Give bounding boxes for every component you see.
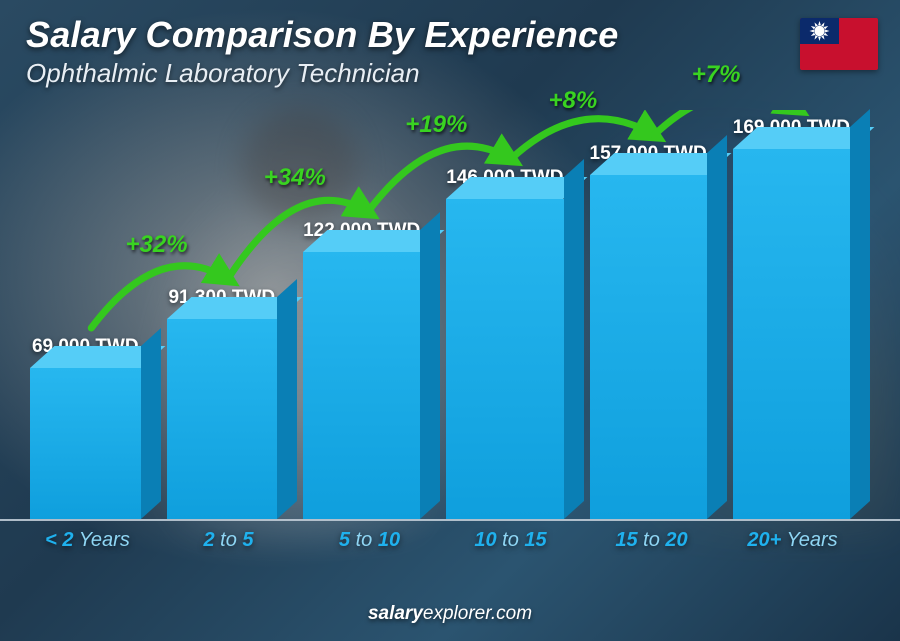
bar-col: 122,000 TWD [303,220,420,519]
bar-3d [167,319,278,519]
footer-brand: salaryexplorer.com [0,603,900,625]
bar-col: 146,000 TWD [446,167,563,519]
bars-container: 69,000 TWD 91,300 TWD 122,000 TWD 146,00… [30,110,850,519]
footer-brand-rest: explorer.com [423,603,532,624]
bar-col: 69,000 TWD [30,336,141,519]
bar-side-face [564,159,584,519]
bar-col: 169,000 TWD [733,117,850,519]
pct-badge: +8% [549,87,598,115]
flag-taiwan [800,18,878,70]
pct-badge: +34% [264,164,326,192]
footer-brand-bold: salary [368,603,423,624]
xlabel: 20+ Years [735,523,850,563]
pct-badge: +32% [126,231,188,259]
bar-side-face [141,328,161,519]
xlabel: < 2 Years [30,523,145,563]
chart-baseline [0,519,900,521]
bar-front-face [303,252,420,519]
salary-chart: 69,000 TWD 91,300 TWD 122,000 TWD 146,00… [30,110,850,563]
bar-front-face [590,175,707,519]
pct-badge: +19% [405,111,467,139]
xlabel: 10 to 15 [453,523,568,563]
xlabel: 15 to 20 [594,523,709,563]
bar-3d [446,199,563,519]
xlabels-container: < 2 Years 2 to 5 5 to 10 10 to 15 15 to 20 20… [30,523,850,563]
bar-3d [733,149,850,519]
bar-col: 91,300 TWD [167,287,278,519]
bar-3d [30,368,141,519]
bar-front-face [167,319,278,519]
bar-3d [303,252,420,519]
bar-side-face [420,212,440,519]
bar-side-face [277,279,297,519]
bar-front-face [446,199,563,519]
title-block: Salary Comparison By Experience Ophthalm… [26,14,618,89]
chart-subtitle: Ophthalmic Laboratory Technician [26,58,618,89]
bar-col: 157,000 TWD [590,143,707,519]
bar-front-face [30,368,141,519]
pct-badge: +7% [692,61,741,89]
bar-3d [590,175,707,519]
bar-side-face [850,109,870,519]
chart-title: Salary Comparison By Experience [26,14,618,56]
bar-side-face [707,135,727,519]
xlabel: 5 to 10 [312,523,427,563]
xlabel: 2 to 5 [171,523,286,563]
bar-front-face [733,149,850,519]
